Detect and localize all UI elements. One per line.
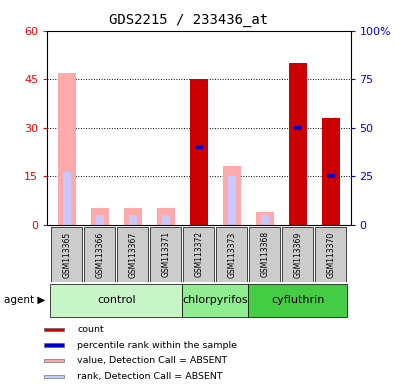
Bar [248, 284, 346, 317]
Bar [117, 227, 148, 282]
Bar [44, 328, 64, 331]
Bar [44, 359, 64, 362]
Bar [96, 215, 104, 225]
Bar [315, 227, 345, 282]
Text: count: count [77, 325, 103, 334]
Bar [194, 145, 202, 149]
Bar [249, 227, 279, 282]
Bar [182, 284, 248, 317]
Text: value, Detection Call = ABSENT: value, Detection Call = ABSENT [77, 356, 227, 365]
Text: control: control [97, 295, 135, 305]
Text: GDS2215 / 233436_at: GDS2215 / 233436_at [109, 13, 267, 27]
Text: GSM113370: GSM113370 [326, 231, 335, 278]
Text: GSM113371: GSM113371 [161, 231, 170, 278]
Text: GSM113372: GSM113372 [194, 231, 203, 278]
Bar [124, 209, 142, 225]
Text: GSM113366: GSM113366 [95, 231, 104, 278]
Bar [128, 215, 137, 225]
Text: GSM113368: GSM113368 [260, 231, 269, 278]
Bar [156, 209, 175, 225]
Text: agent ▶: agent ▶ [4, 295, 45, 305]
Bar [189, 79, 207, 225]
Bar [63, 172, 71, 225]
Bar [222, 167, 240, 225]
Bar [162, 215, 170, 225]
Bar [281, 227, 312, 282]
Text: GSM113367: GSM113367 [128, 231, 137, 278]
Bar [51, 227, 82, 282]
Bar [44, 374, 64, 378]
Bar [183, 227, 213, 282]
Bar [216, 227, 246, 282]
Text: GSM113369: GSM113369 [292, 231, 301, 278]
Text: rank, Detection Call = ABSENT: rank, Detection Call = ABSENT [77, 372, 222, 381]
Bar [288, 63, 306, 225]
Bar [84, 227, 115, 282]
Bar [293, 126, 301, 130]
Bar [150, 227, 181, 282]
Text: GSM113373: GSM113373 [227, 231, 236, 278]
Bar [44, 343, 64, 347]
Bar [58, 73, 76, 225]
Text: GSM113365: GSM113365 [62, 231, 71, 278]
Bar [91, 209, 109, 225]
Bar [260, 215, 268, 225]
Text: chlorpyrifos: chlorpyrifos [182, 295, 247, 305]
Text: percentile rank within the sample: percentile rank within the sample [77, 341, 236, 349]
Text: cyfluthrin: cyfluthrin [270, 295, 324, 305]
Bar [255, 212, 273, 225]
Bar [326, 174, 334, 178]
Bar [321, 118, 339, 225]
Bar [227, 176, 235, 225]
Bar [50, 284, 182, 317]
